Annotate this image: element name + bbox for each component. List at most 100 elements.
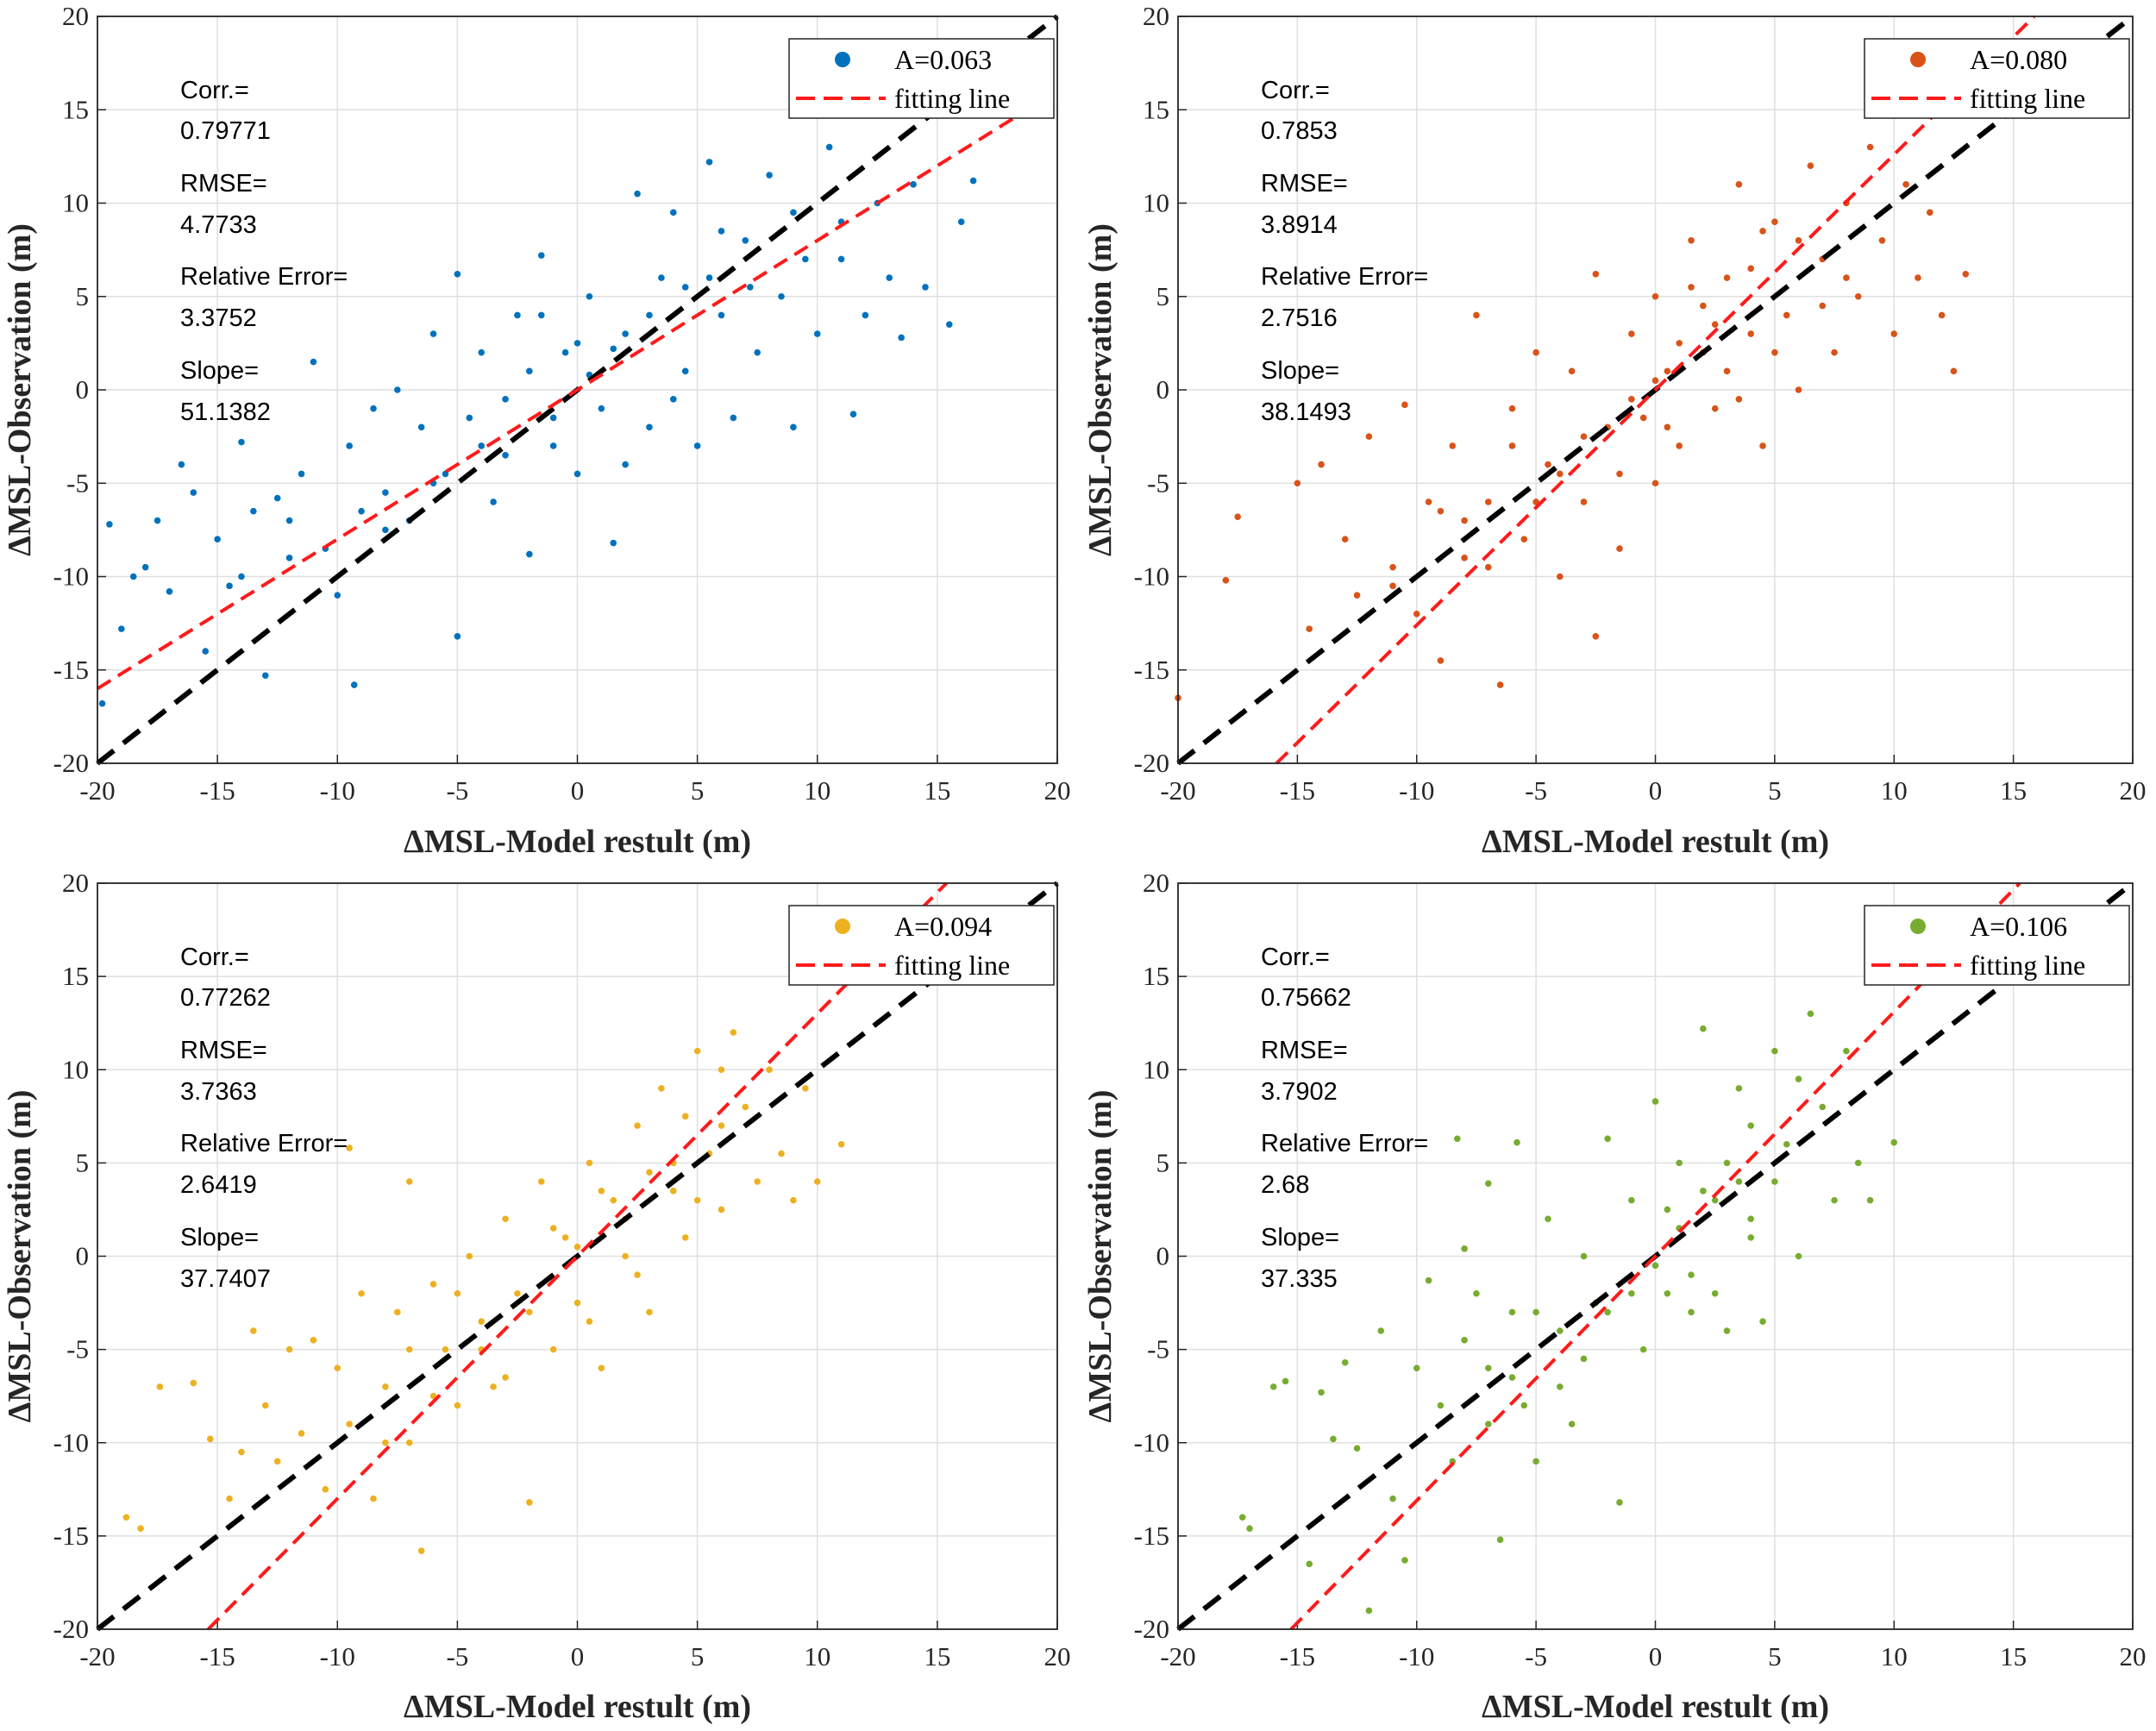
data-point (122, 1514, 130, 1521)
data-point (310, 358, 317, 366)
data-point (730, 414, 737, 422)
data-point (394, 1308, 401, 1316)
data-point (670, 209, 677, 216)
data-point (747, 284, 754, 291)
data-point (1484, 1364, 1492, 1372)
data-point (454, 632, 461, 640)
data-point (1700, 1188, 1707, 1195)
data-point (1520, 1402, 1528, 1409)
data-point (658, 1085, 665, 1092)
data-point (454, 1402, 461, 1409)
data-point (537, 1178, 545, 1185)
x-axis-label: ΔMSL-Model restult (m) (404, 1689, 751, 1725)
x-tick-label: 15 (2000, 1641, 2027, 1671)
y-tick-label: 5 (1156, 281, 1170, 311)
data-point (1580, 433, 1588, 440)
data-point (1866, 143, 1874, 151)
data-point (370, 1495, 377, 1502)
data-point (334, 592, 342, 599)
stat-text: RMSE= (1261, 170, 1348, 198)
legend-box (788, 905, 1055, 986)
data-point (1890, 1138, 1898, 1146)
data-point (1389, 582, 1396, 590)
x-tick-label: -10 (1399, 775, 1434, 806)
data-point (766, 1066, 773, 1074)
stat-text: Relative Error= (1261, 1130, 1428, 1157)
data-point (106, 521, 113, 528)
data-point (693, 1047, 701, 1055)
data-point (622, 330, 629, 337)
y-tick-label: 15 (1143, 961, 1169, 991)
data-point (1639, 414, 1647, 422)
data-point (670, 396, 677, 403)
data-point (490, 499, 497, 505)
data-point (429, 330, 437, 337)
y-tick-label: 15 (62, 94, 89, 124)
y-tick-label: 0 (1156, 1241, 1170, 1271)
data-point (1453, 1135, 1461, 1143)
data-point (1795, 386, 1802, 393)
x-tick-label: -15 (199, 1641, 235, 1671)
data-point (166, 588, 173, 595)
y-tick-label: -20 (53, 748, 89, 778)
data-point (1508, 405, 1516, 412)
data-point (1771, 1178, 1778, 1185)
x-tick-label: -10 (320, 775, 355, 806)
data-point (825, 143, 833, 151)
data-point (1651, 1098, 1659, 1105)
x-tick-label: -5 (1525, 1641, 1547, 1671)
data-point (382, 1439, 389, 1446)
y-tick-label: -15 (1134, 1521, 1169, 1551)
data-point (382, 1383, 389, 1390)
data-point (1771, 348, 1778, 356)
y-tick-label: -15 (53, 655, 89, 685)
y-axis-label: ΔMSL-Observation (m) (2, 223, 38, 556)
data-point (1580, 1355, 1588, 1363)
data-point (98, 699, 106, 707)
data-point (1425, 499, 1432, 505)
legend-marker (1910, 52, 1926, 67)
data-point (1473, 1289, 1480, 1297)
data-point (1557, 1327, 1564, 1334)
x-tick-label: -20 (79, 775, 115, 806)
data-point (1437, 507, 1445, 515)
y-tick-label: 0 (76, 374, 90, 405)
data-point (1557, 573, 1564, 580)
stat-text: 0.75662 (1261, 984, 1351, 1012)
data-point (1449, 1458, 1457, 1465)
x-tick-label: -20 (1160, 775, 1195, 806)
legend-box (1864, 905, 2130, 986)
data-point (154, 517, 161, 524)
data-point (206, 1435, 214, 1443)
data-point (1318, 461, 1325, 468)
data-point (1425, 1276, 1432, 1284)
data-point (1484, 563, 1492, 571)
data-point (1246, 1525, 1253, 1533)
data-point (405, 1439, 413, 1446)
data-point (790, 1196, 797, 1204)
data-point (466, 1252, 473, 1260)
stat-text: 2.7516 (1261, 304, 1338, 332)
data-point (1676, 442, 1683, 449)
data-point (1484, 1421, 1492, 1427)
data-point (526, 1499, 533, 1506)
data-point (1735, 181, 1743, 188)
data-point (334, 1364, 342, 1372)
plot-content (1176, 881, 2134, 1632)
legend-box (1864, 38, 2130, 119)
data-point (1330, 1435, 1337, 1443)
y-tick-label: 5 (76, 1147, 90, 1177)
data-point (1461, 1245, 1468, 1252)
data-point (370, 405, 377, 412)
data-point (922, 284, 929, 291)
data-point (610, 539, 617, 547)
y-axis-label: ΔMSL-Observation (m) (2, 1090, 38, 1423)
x-tick-label: 15 (924, 775, 950, 806)
plot-content (96, 14, 1059, 766)
data-point (910, 181, 917, 188)
stat-text: Slope= (1261, 357, 1339, 385)
data-point (537, 311, 545, 319)
data-point (502, 396, 509, 403)
data-point (417, 1547, 425, 1554)
data-point (646, 311, 653, 319)
